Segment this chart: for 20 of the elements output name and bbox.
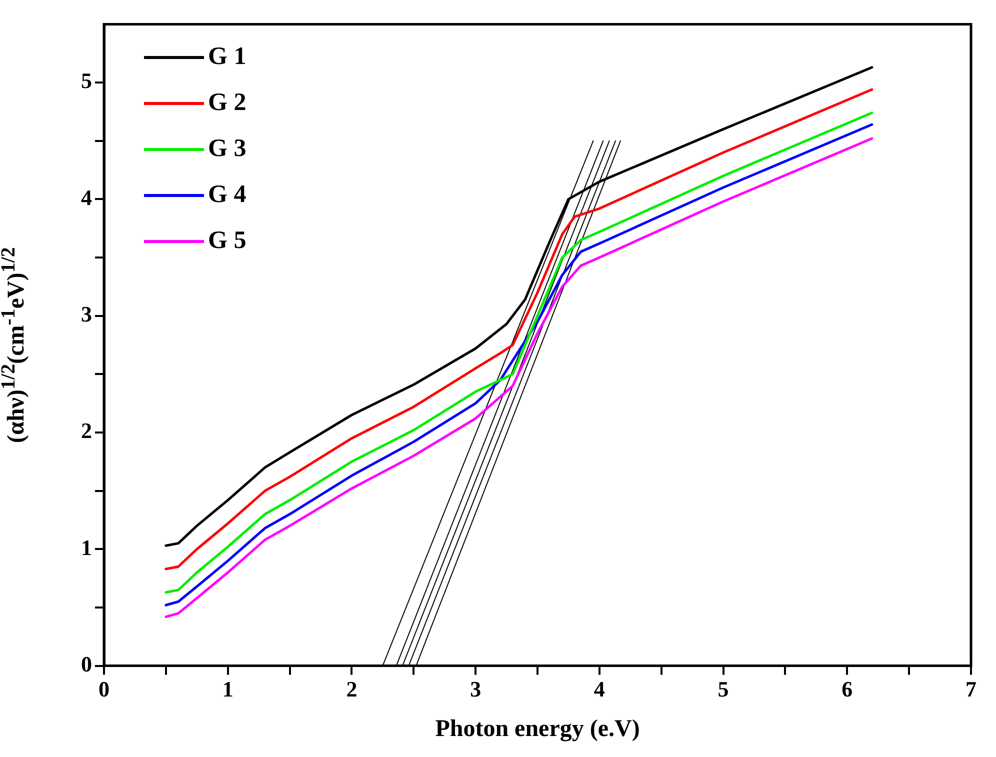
x-tick-label: 4 bbox=[594, 676, 605, 702]
legend-label: G 5 bbox=[208, 227, 246, 256]
y-tick-label: 3 bbox=[81, 302, 92, 327]
x-tick-label: 6 bbox=[842, 676, 853, 702]
x-tick-label: 1 bbox=[222, 676, 234, 702]
y-tick-label: 4 bbox=[81, 184, 92, 210]
legend-label: G 3 bbox=[208, 135, 246, 164]
y-tick-label: 1 bbox=[81, 534, 92, 560]
y-tick-label: 2 bbox=[81, 418, 92, 444]
legend-label: G 1 bbox=[208, 43, 246, 72]
legend-label: G 4 bbox=[208, 181, 246, 210]
x-axis-title: Photon energy (e.V) bbox=[435, 716, 640, 742]
x-tick-label: 5 bbox=[718, 676, 729, 702]
y-tick-label: 5 bbox=[81, 68, 92, 94]
x-tick-label: 2 bbox=[346, 676, 358, 702]
x-tick-label: 7 bbox=[966, 676, 976, 702]
x-tick-label: 3 bbox=[470, 676, 482, 702]
y-tick-label: 0 bbox=[81, 651, 92, 676]
x-tick-label: 0 bbox=[98, 676, 110, 702]
legend-label: G 2 bbox=[208, 89, 246, 118]
